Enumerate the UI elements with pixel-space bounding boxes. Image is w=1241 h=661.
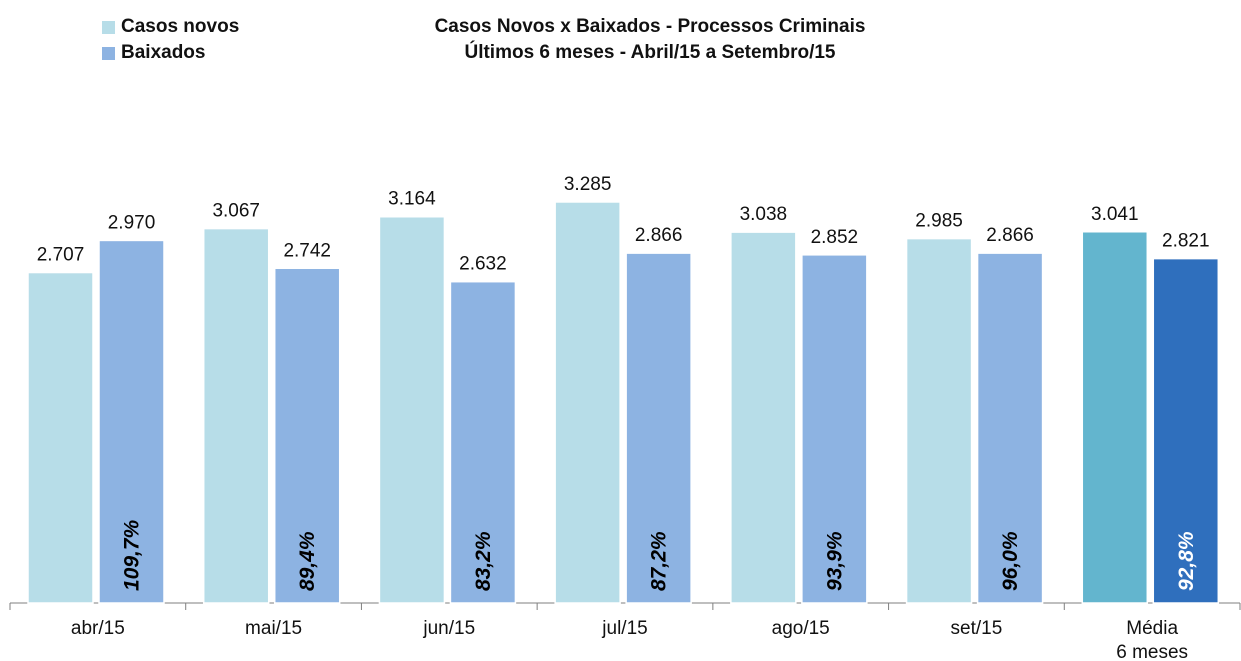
bar-casos-novos (27, 271, 94, 604)
bar-baixados (625, 252, 692, 604)
data-label: 3.285 (564, 174, 612, 195)
x-tick-label: abr/15 (71, 618, 125, 639)
data-label: 2.866 (635, 225, 683, 246)
data-label: 2.866 (986, 225, 1034, 246)
legend-label-baixados: Baixados (121, 42, 206, 63)
bar-casos-novos (554, 201, 621, 604)
bar-baixados (98, 239, 165, 604)
x-tick-label: mai/15 (245, 618, 302, 639)
x-tick-label: jul/15 (601, 618, 647, 639)
data-label: 2.852 (811, 227, 859, 248)
ratio-label: 87,2% (648, 531, 671, 591)
x-tick-label: ago/15 (772, 618, 830, 639)
bar-casos-novos (202, 227, 270, 604)
ratio-label: 89,4% (296, 531, 319, 591)
data-label: 3.164 (388, 189, 436, 210)
ratio-label: 96,0% (999, 531, 1022, 591)
chart-title-line1: Casos Novos x Baixados - Processos Crimi… (434, 16, 866, 37)
legend-item-casos-novos: Casos novos (102, 14, 239, 40)
chart-title: Casos Novos x Baixados - Processos Crimi… (290, 14, 1010, 66)
bar-casos-novos (1081, 231, 1149, 604)
x-tick-label: Média (1126, 618, 1178, 639)
x-tick-label: jun/15 (422, 618, 475, 639)
ratio-label: 83,2% (472, 531, 495, 591)
ratio-label: 93,9% (823, 531, 846, 591)
bar-baixados (273, 267, 341, 604)
bar-casos-novos (378, 215, 446, 604)
data-label: 2.707 (37, 245, 85, 266)
bar-baixados (976, 252, 1044, 604)
data-label: 2.742 (283, 240, 331, 261)
legend-swatch-baixados (102, 46, 115, 60)
x-tick-label: 6 meses (1116, 642, 1188, 661)
data-label: 2.632 (459, 254, 507, 275)
chart-title-line2: Últimos 6 meses - Abril/15 a Setembro/15 (464, 42, 836, 63)
bar-baixados (801, 254, 868, 604)
data-label: 3.038 (740, 204, 788, 225)
data-label: 2.985 (915, 211, 963, 232)
data-label: 3.067 (212, 201, 260, 222)
legend-swatch-casos-novos (102, 20, 115, 34)
ratio-label: 109,7% (121, 519, 144, 591)
data-label: 2.970 (108, 212, 156, 233)
data-label: 3.041 (1091, 204, 1139, 225)
legend: Casos novos Baixados (102, 14, 239, 66)
data-label: 2.821 (1162, 231, 1210, 252)
bar-casos-novos (730, 231, 797, 604)
bar-casos-novos (905, 237, 973, 604)
legend-label-casos-novos: Casos novos (121, 16, 240, 37)
legend-item-baixados: Baixados (102, 40, 239, 66)
bar-baixados (449, 280, 517, 604)
bar-baixados (1152, 257, 1220, 604)
x-tick-label: set/15 (951, 618, 1003, 639)
ratio-label: 92,8% (1175, 531, 1198, 591)
